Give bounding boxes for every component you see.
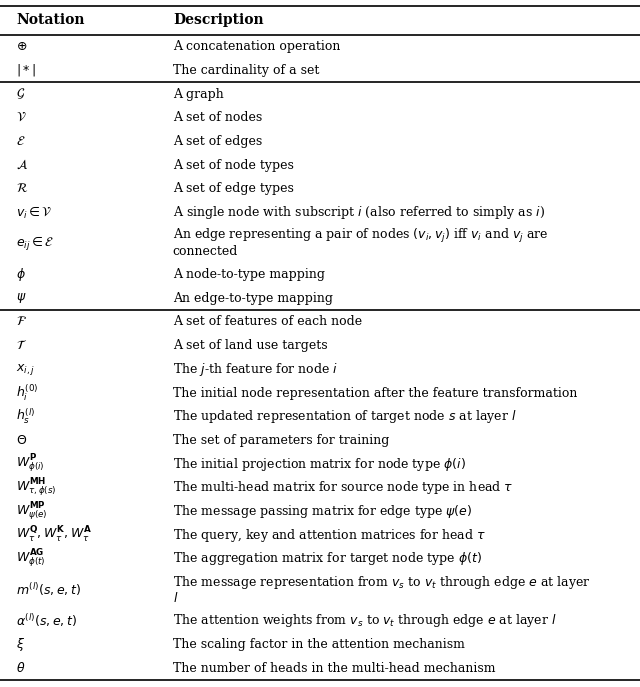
- Text: The attention weights from $v_s$ to $v_t$ through edge $e$ at layer $l$: The attention weights from $v_s$ to $v_t…: [173, 612, 556, 629]
- Text: $\phi$: $\phi$: [16, 266, 26, 283]
- Text: $\mathcal{T}$: $\mathcal{T}$: [16, 339, 27, 352]
- Text: An edge representing a pair of nodes $(v_i, v_j)$ iff $v_i$ and $v_j$ are: An edge representing a pair of nodes $(v…: [173, 227, 548, 245]
- Text: A set of nodes: A set of nodes: [173, 111, 262, 124]
- Text: The aggregation matrix for target node type $\phi(t)$: The aggregation matrix for target node t…: [173, 550, 482, 567]
- Text: $\oplus$: $\oplus$: [16, 40, 28, 53]
- Text: Notation: Notation: [16, 13, 84, 27]
- Text: $W_{\tau,\phi(s)}^{\mathbf{MH}}$: $W_{\tau,\phi(s)}^{\mathbf{MH}}$: [16, 477, 56, 499]
- Text: $\alpha^{(l)}(s,e,t)$: $\alpha^{(l)}(s,e,t)$: [16, 612, 77, 629]
- Text: $x_{i,j}$: $x_{i,j}$: [16, 362, 35, 377]
- Text: The query, key and attention matrices for head $\tau$: The query, key and attention matrices fo…: [173, 527, 486, 543]
- Text: $\mathcal{A}$: $\mathcal{A}$: [16, 159, 28, 172]
- Text: $\psi$: $\psi$: [16, 291, 26, 305]
- Text: $\mathcal{R}$: $\mathcal{R}$: [16, 182, 28, 195]
- Text: An edge-to-type mapping: An edge-to-type mapping: [173, 292, 333, 305]
- Text: A node-to-type mapping: A node-to-type mapping: [173, 268, 325, 281]
- Text: $W_\tau^{\mathbf{Q}}, W_\tau^{\mathbf{K}}, W_\tau^{\mathbf{A}}$: $W_\tau^{\mathbf{Q}}, W_\tau^{\mathbf{K}…: [16, 525, 92, 545]
- Text: A concatenation operation: A concatenation operation: [173, 40, 340, 53]
- Text: $\Theta$: $\Theta$: [16, 434, 27, 447]
- Text: $\mathcal{G}$: $\mathcal{G}$: [16, 87, 25, 102]
- Text: The multi-head matrix for source node type in head $\tau$: The multi-head matrix for source node ty…: [173, 480, 513, 496]
- Text: $h_i^{(0)}$: $h_i^{(0)}$: [16, 383, 38, 403]
- Text: The cardinality of a set: The cardinality of a set: [173, 64, 319, 77]
- Text: The message passing matrix for edge type $\psi(e)$: The message passing matrix for edge type…: [173, 503, 472, 520]
- Text: A set of features of each node: A set of features of each node: [173, 315, 362, 328]
- Text: The initial projection matrix for node type $\phi(i)$: The initial projection matrix for node t…: [173, 455, 466, 473]
- Text: $\xi$: $\xi$: [16, 636, 25, 653]
- Text: The number of heads in the multi-head mechanism: The number of heads in the multi-head me…: [173, 662, 495, 675]
- Text: The updated representation of target node $s$ at layer $l$: The updated representation of target nod…: [173, 408, 516, 425]
- Text: $h_s^{(l)}$: $h_s^{(l)}$: [16, 407, 35, 427]
- Text: A set of node types: A set of node types: [173, 159, 294, 172]
- Text: The message representation from $v_s$ to $v_t$ through edge $e$ at layer: The message representation from $v_s$ to…: [173, 574, 591, 591]
- Text: The initial node representation after the feature transformation: The initial node representation after th…: [173, 387, 577, 400]
- Text: $\mathcal{E}$: $\mathcal{E}$: [16, 135, 26, 148]
- Text: $|*|$: $|*|$: [16, 63, 36, 78]
- Text: $e_{ij} \in \mathcal{E}$: $e_{ij} \in \mathcal{E}$: [16, 234, 54, 253]
- Text: A graph: A graph: [173, 87, 223, 100]
- Text: $W_{\phi(t)}^{\mathbf{AG}}$: $W_{\phi(t)}^{\mathbf{AG}}$: [16, 548, 45, 570]
- Text: $v_i \in \mathcal{V}$: $v_i \in \mathcal{V}$: [16, 205, 52, 221]
- Text: The $j$-th feature for node $i$: The $j$-th feature for node $i$: [173, 361, 338, 378]
- Text: $\mathcal{V}$: $\mathcal{V}$: [16, 111, 26, 124]
- Text: Description: Description: [173, 13, 264, 27]
- Text: The scaling factor in the attention mechanism: The scaling factor in the attention mech…: [173, 638, 465, 651]
- Text: The set of parameters for training: The set of parameters for training: [173, 434, 389, 447]
- Text: A single node with subscript $i$ (also referred to simply as $i$): A single node with subscript $i$ (also r…: [173, 204, 545, 221]
- Text: A set of edge types: A set of edge types: [173, 182, 294, 195]
- Text: A set of land use targets: A set of land use targets: [173, 339, 328, 352]
- Text: $\theta$: $\theta$: [16, 662, 26, 675]
- Text: connected: connected: [173, 245, 238, 258]
- Text: $l$: $l$: [173, 592, 178, 605]
- Text: A set of edges: A set of edges: [173, 135, 262, 148]
- Text: $W_{\psi(e)}^{\mathbf{MP}}$: $W_{\psi(e)}^{\mathbf{MP}}$: [16, 500, 47, 523]
- Text: $m^{(l)}(s,e,t)$: $m^{(l)}(s,e,t)$: [16, 581, 81, 598]
- Text: $\mathcal{F}$: $\mathcal{F}$: [16, 315, 27, 328]
- Text: $W_{\phi(i)}^{\mathbf{P}}$: $W_{\phi(i)}^{\mathbf{P}}$: [16, 453, 45, 475]
